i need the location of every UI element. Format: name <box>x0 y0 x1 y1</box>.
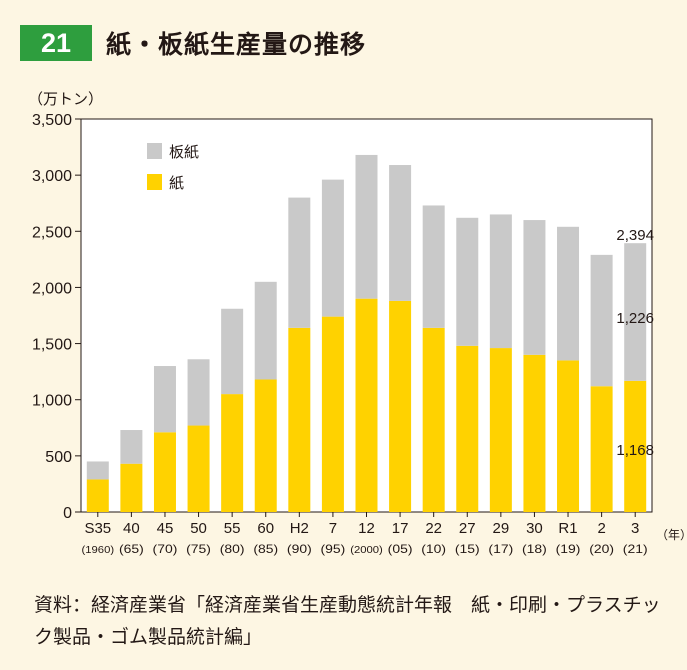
x-tick-label: 45 <box>157 520 174 537</box>
annotation-total: 2,394 <box>616 227 654 244</box>
bar-paper-14 <box>557 360 580 512</box>
x-tick-label: 29 <box>493 520 510 537</box>
bar-paper-5 <box>254 379 277 512</box>
x-tick-label: H2 <box>290 520 309 537</box>
bar-paper-15 <box>590 386 613 512</box>
bar-paper-3 <box>187 425 210 512</box>
x-sublabel: (1960) <box>82 545 115 556</box>
x-tick-label: 27 <box>459 520 476 537</box>
bar-paperboard-11 <box>456 217 479 346</box>
y-axis-unit: （万トン） <box>28 91 103 108</box>
bar-paperboard-7 <box>321 179 344 317</box>
x-tick-label: 40 <box>123 520 140 537</box>
x-sublabel: (17) <box>488 542 513 556</box>
x-tick-label: 3 <box>631 520 639 537</box>
bar-paperboard-6 <box>288 197 311 328</box>
bar-paperboard-12 <box>489 214 512 349</box>
x-sublabel: (95) <box>321 542 346 556</box>
bar-paperboard-4 <box>221 308 244 395</box>
y-tick-label: 0 <box>63 505 72 522</box>
x-tick-label: 50 <box>190 520 207 537</box>
bar-paper-16 <box>624 380 647 512</box>
bar-paperboard-0 <box>86 461 109 480</box>
legend-swatch-0 <box>147 143 162 159</box>
x-tick-label: R1 <box>558 520 577 537</box>
x-axis-unit: （年） <box>656 528 687 542</box>
source-note: 資料：経済産業省「経済産業省生産動態統計年報 紙・印刷・プラスチック製品・ゴム製… <box>34 594 661 648</box>
bar-paper-13 <box>523 354 546 512</box>
bar-paperboard-16 <box>624 243 647 381</box>
x-sublabel: (18) <box>522 542 547 556</box>
y-tick-label: 2,000 <box>32 280 72 297</box>
x-sublabel: (2000) <box>350 545 383 556</box>
bar-paper-9 <box>389 300 412 512</box>
x-sublabel: (19) <box>556 542 581 556</box>
x-tick-label: 7 <box>329 520 337 537</box>
x-sublabel: (20) <box>589 542 614 556</box>
x-sublabel: (75) <box>186 542 211 556</box>
x-sublabel: (10) <box>421 542 446 556</box>
x-sublabel: (65) <box>119 542 144 556</box>
x-sublabel: (90) <box>287 542 312 556</box>
x-tick-label: 22 <box>425 520 442 537</box>
x-tick-label: 60 <box>257 520 274 537</box>
y-tick-label: 3,500 <box>32 112 72 129</box>
x-tick-label: S35 <box>84 520 111 537</box>
bar-paperboard-5 <box>254 281 277 380</box>
x-tick-label: 55 <box>224 520 241 537</box>
y-tick-label: 1,500 <box>32 337 72 354</box>
bar-paperboard-8 <box>355 154 378 299</box>
legend-swatch-1 <box>147 174 162 190</box>
bar-paper-6 <box>288 327 311 512</box>
x-sublabel: (70) <box>153 542 178 556</box>
annotation-paperboard: 1,226 <box>616 310 654 327</box>
bar-paperboard-2 <box>153 366 176 433</box>
bar-paper-0 <box>86 479 109 512</box>
bar-paper-11 <box>456 345 479 512</box>
annotation-paper: 1,168 <box>616 442 654 459</box>
bar-paperboard-13 <box>523 220 546 355</box>
legend-label-0: 板紙 <box>169 143 199 161</box>
y-tick-label: 500 <box>45 449 72 466</box>
x-sublabel: (21) <box>623 542 648 556</box>
bar-paper-10 <box>422 327 445 512</box>
figure-number: 21 <box>20 25 92 61</box>
bar-paper-12 <box>489 348 512 512</box>
y-tick-label: 2,500 <box>32 224 72 241</box>
page-title: 紙・板紙生産量の推移 <box>106 30 367 59</box>
bar-paper-8 <box>355 298 378 512</box>
bar-paperboard-9 <box>389 165 412 301</box>
stacked-bar-chart: 0 500 1,000 1,500 2,000 2,500 3,000 3,500 （万トン） S… <box>28 91 687 556</box>
bar-paper-2 <box>153 432 176 512</box>
title-row: 21 紙・板紙生産量の推移 <box>20 23 366 63</box>
bar-paper-1 <box>120 463 143 512</box>
x-sublabel: (15) <box>455 542 480 556</box>
x-tick-label: 17 <box>392 520 409 537</box>
x-sublabel: (80) <box>220 542 245 556</box>
bar-paper-4 <box>221 394 244 512</box>
x-sublabel: (85) <box>253 542 278 556</box>
legend-label-1: 紙 <box>169 174 184 192</box>
x-tick-label: 2 <box>597 520 605 537</box>
bar-paperboard-14 <box>557 226 580 361</box>
bar-paperboard-10 <box>422 205 445 328</box>
x-sublabel: (05) <box>388 542 413 556</box>
x-tick-label: 12 <box>358 520 375 537</box>
bar-paperboard-3 <box>187 359 210 426</box>
bar-paperboard-15 <box>590 254 613 387</box>
x-tick-label: 30 <box>526 520 543 537</box>
bar-paperboard-1 <box>120 430 143 464</box>
y-tick-label: 1,000 <box>32 393 72 410</box>
y-tick-label: 3,000 <box>32 168 72 185</box>
bar-paper-7 <box>321 316 344 512</box>
